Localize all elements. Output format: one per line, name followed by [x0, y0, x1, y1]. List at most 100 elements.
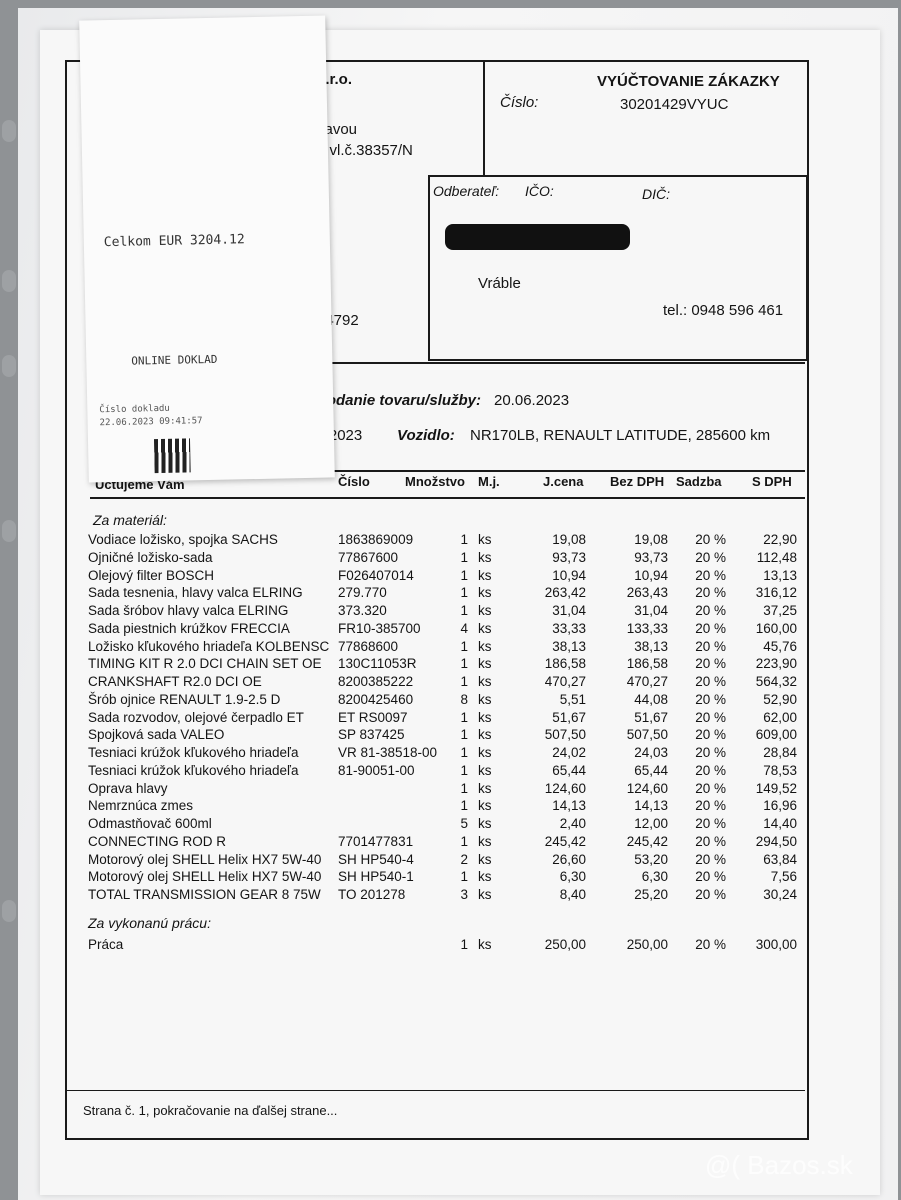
item-unit: ks [478, 745, 492, 760]
item-net: 19,08 [634, 532, 668, 547]
label: Číslo: [500, 94, 539, 111]
item-net: 93,73 [634, 549, 668, 565]
item-unit: ks [478, 532, 492, 547]
item-unit-price: 6,30 [559, 869, 586, 885]
item-vat-rate: 20 % [695, 937, 726, 952]
divider [300, 362, 805, 364]
item-code: ET RS0097 [338, 709, 408, 725]
item-qty: 1 [460, 745, 468, 760]
item-name: Oprava hlavy [88, 780, 168, 796]
item-unit: ks [478, 762, 492, 778]
item-gross: 22,90 [763, 532, 797, 547]
item-net: 53,20 [634, 851, 668, 867]
divider [65, 1090, 805, 1091]
item-net: 10,94 [634, 567, 668, 583]
item-net: 31,04 [634, 603, 668, 618]
label: IČO: [525, 183, 554, 199]
receipt-text: Celkom EUR 3204.12 [103, 232, 245, 251]
item-name: TOTAL TRANSMISSION GEAR 8 75W [88, 887, 321, 902]
item-vat-rate: 20 % [695, 620, 726, 636]
item-vat-rate: 20 % [695, 638, 726, 654]
item-vat-rate: 20 % [695, 532, 726, 547]
punch-hole [2, 520, 16, 542]
item-name: CONNECTING ROD R [88, 833, 226, 849]
item-gross: 16,96 [763, 798, 797, 814]
item-qty: 1 [460, 585, 468, 601]
item-net: 470,27 [626, 674, 668, 689]
item-unit-price: 24,02 [552, 745, 586, 760]
item-code: 279.770 [338, 585, 387, 601]
item-qty: 1 [460, 937, 468, 952]
item-qty: 1 [460, 603, 468, 618]
item-vat-rate: 20 % [695, 816, 726, 831]
item-gross: 62,00 [763, 709, 797, 725]
item-unit: ks [478, 638, 492, 654]
item-net: 186,58 [626, 656, 668, 672]
item-qty: 3 [460, 887, 468, 902]
item-gross: 112,48 [756, 549, 797, 565]
item-qty: 1 [460, 567, 468, 583]
item-unit-price: 38,13 [552, 638, 586, 654]
column-header: M.j. [478, 474, 500, 489]
item-code: SH HP540-1 [338, 869, 414, 885]
item-unit: ks [478, 887, 492, 902]
item-net: 507,50 [626, 727, 668, 743]
item-unit: ks [478, 869, 492, 885]
item-code: SP 837425 [338, 727, 405, 743]
footer: Strana č. 1, pokračovanie na ďalšej stra… [83, 1103, 338, 1118]
vehicle: NR170LB, RENAULT LATITUDE, 285600 km [470, 427, 771, 444]
column-header: Bez DPH [610, 474, 665, 489]
item-code: 7701477831 [338, 833, 414, 849]
item-code: 81-90051-00 [338, 762, 415, 778]
item-gross: 609,00 [755, 727, 797, 743]
item-unit-price: 186,58 [544, 656, 586, 672]
item-unit: ks [478, 709, 492, 725]
item-net: 124,60 [626, 780, 668, 796]
supplier-text: o vl.č.38357/N [317, 142, 413, 159]
customer-phone: tel.: 0948 596 461 [663, 302, 784, 319]
item-vat-rate: 20 % [695, 798, 726, 814]
item-gross: 223,90 [755, 656, 797, 672]
item-qty: 1 [460, 549, 468, 565]
item-unit: ks [478, 851, 492, 867]
item-name: Nemrznúca zmes [88, 798, 194, 814]
label: Odberateľ: [433, 183, 500, 199]
item-vat-rate: 20 % [695, 745, 726, 760]
item-vat-rate: 20 % [695, 869, 726, 885]
receipt-text: Číslo dokladu [99, 403, 170, 416]
redaction [445, 224, 630, 250]
item-unit-price: 8,40 [559, 887, 586, 902]
item-name: Vodiace ložisko, spojka SACHS [88, 532, 278, 547]
item-gross: 7,56 [770, 869, 797, 885]
item-vat-rate: 20 % [695, 709, 726, 725]
item-name: CRANKSHAFT R2.0 DCI OE [88, 674, 262, 689]
item-gross: 294,50 [755, 833, 797, 849]
customer-city: Vráble [478, 275, 521, 292]
item-qty: 5 [460, 816, 468, 831]
item-gross: 564,32 [755, 674, 797, 689]
item-vat-rate: 20 % [695, 762, 726, 778]
item-unit: ks [478, 816, 492, 831]
item-name: Sada tesnenia, hlavy valca ELRING [88, 585, 303, 601]
item-unit-price: 2,40 [559, 816, 586, 831]
item-unit-price: 19,08 [552, 532, 586, 547]
item-qty: 1 [460, 869, 468, 885]
item-gross: 45,76 [763, 638, 797, 654]
item-name: TIMING KIT R 2.0 DCI CHAIN SET OE [88, 656, 322, 672]
item-unit-price: 10,94 [552, 567, 586, 583]
item-code: FR10-385700 [338, 620, 421, 636]
item-unit-price: 65,44 [552, 762, 586, 778]
item-vat-rate: 20 % [695, 887, 726, 902]
item-gross: 13,13 [763, 567, 797, 583]
item-unit-price: 250,00 [544, 937, 586, 952]
item-vat-rate: 20 % [695, 833, 726, 849]
column-header: Množstvo [405, 474, 465, 489]
item-unit-price: 33,33 [552, 620, 586, 636]
item-name: Motorový olej SHELL Helix HX7 5W-40 [88, 869, 322, 885]
item-unit-price: 93,73 [552, 549, 586, 565]
divider [90, 497, 805, 499]
item-gross: 300,00 [755, 937, 797, 952]
item-name: Ojničné ložisko-sada [88, 549, 213, 565]
item-name: Ložisko kľukového hriadeľa KOLBENSC [88, 638, 330, 654]
item-net: 12,00 [634, 816, 668, 831]
